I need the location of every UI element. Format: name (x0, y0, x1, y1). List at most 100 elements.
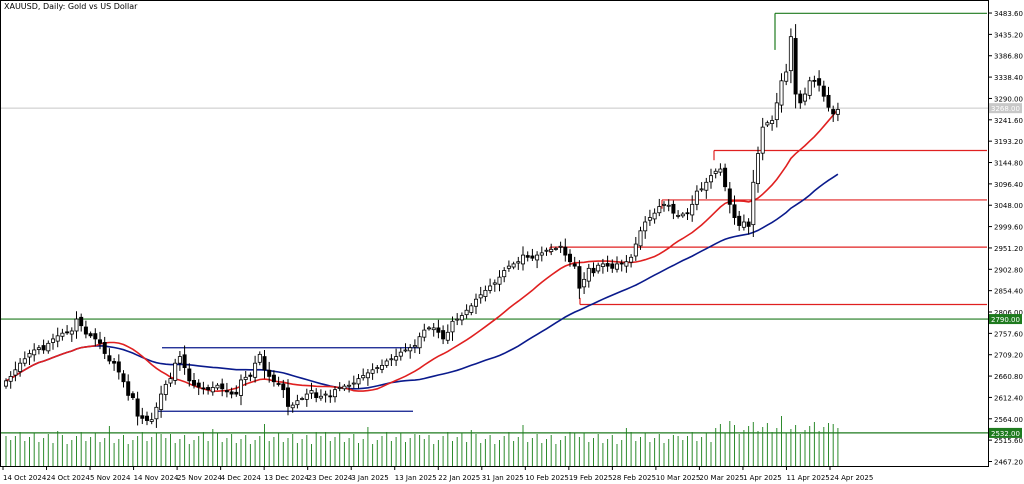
candle-body (314, 392, 319, 399)
candle-body (793, 38, 798, 95)
candle (191, 372, 196, 389)
candle (779, 73, 784, 113)
candle-body (4, 380, 9, 387)
candle-body (328, 395, 333, 398)
candle-body (530, 255, 535, 259)
candle (22, 351, 27, 367)
candle-body (553, 248, 558, 250)
candle-body (347, 384, 352, 387)
y-tick-label: 3290.00 (994, 95, 1023, 103)
candle (98, 331, 103, 350)
candle-body (690, 203, 695, 216)
y-tick-label: 2902.80 (994, 266, 1023, 274)
volume-histogram (5, 416, 839, 466)
candle (168, 372, 173, 387)
candle-body (685, 212, 690, 215)
candle-body (253, 362, 258, 378)
y-tick-label: 2515.60 (994, 437, 1023, 445)
x-tick-label: 28 Feb 2025 (612, 474, 656, 482)
candle (525, 251, 530, 262)
candle-body (521, 254, 526, 265)
candle-body (643, 221, 648, 232)
candle (699, 182, 704, 192)
candle-body (812, 79, 817, 82)
candle-body (657, 206, 662, 214)
candle (342, 383, 347, 391)
candle (539, 246, 544, 262)
candle-body (516, 261, 521, 264)
candle-body (652, 212, 657, 220)
candle-body (285, 387, 290, 407)
y-tick-label: 2467.20 (994, 458, 1023, 466)
moving-averages (5, 108, 839, 393)
candle (713, 168, 718, 179)
candle-body (107, 355, 112, 362)
candle-body (159, 393, 164, 410)
candle (633, 236, 638, 261)
candle-body (32, 349, 37, 356)
candle (32, 343, 37, 362)
candle (709, 168, 714, 189)
candle-body (709, 175, 714, 183)
y-tick-label: 3193.20 (994, 138, 1023, 146)
candle-body (337, 387, 342, 389)
candle-body (229, 391, 234, 395)
x-tick-label: 22 Jan 2025 (438, 474, 480, 482)
candle-body (102, 342, 107, 354)
candle-body (506, 265, 511, 269)
candle-body (488, 285, 493, 291)
y-tick-label: 2564.00 (994, 416, 1023, 424)
candle (492, 279, 497, 292)
candle (436, 319, 441, 339)
candle-body (422, 329, 427, 338)
y-tick-label: 2709.20 (994, 352, 1023, 360)
candle-body (478, 294, 483, 299)
candle (116, 354, 121, 380)
candle (751, 169, 756, 237)
candle (121, 370, 126, 388)
candle-body (83, 326, 88, 335)
candle-body (412, 345, 417, 348)
candle-body (182, 354, 187, 369)
candle-body (539, 252, 544, 256)
y-tick-label: 2806.00 (994, 309, 1023, 317)
candle (431, 323, 436, 337)
candle (445, 324, 450, 344)
candle (257, 351, 262, 366)
candle (488, 278, 493, 294)
candle (568, 249, 573, 267)
candle-body (779, 80, 784, 106)
candle-body (342, 385, 347, 390)
candle-body (563, 246, 568, 256)
candle (318, 389, 323, 401)
candle (285, 379, 290, 416)
candle (629, 254, 634, 268)
candle (394, 348, 399, 366)
candle (718, 163, 723, 176)
candle (36, 345, 41, 355)
candle (788, 28, 793, 84)
candle-body (290, 404, 295, 409)
candle-body (215, 384, 220, 389)
candle (455, 313, 460, 326)
candle-body (417, 336, 422, 349)
highlighted-price-labels: 3268.00 2790.00 2532.00 (989, 103, 1022, 438)
candle-body (633, 243, 638, 257)
candle-body (220, 383, 225, 390)
candle (41, 339, 46, 354)
candle (563, 238, 568, 262)
candle-body (756, 153, 761, 185)
candle-body (74, 318, 79, 332)
candle (784, 63, 789, 86)
candle (521, 246, 526, 271)
candle-body (704, 181, 709, 191)
candle-body (497, 276, 502, 285)
candle-body (610, 263, 615, 269)
candle (65, 325, 70, 335)
candle-body (737, 215, 742, 226)
candle (323, 390, 328, 403)
candle-body (600, 263, 605, 267)
candle-body (365, 372, 370, 379)
candle-body (116, 361, 121, 373)
candle (803, 87, 808, 106)
